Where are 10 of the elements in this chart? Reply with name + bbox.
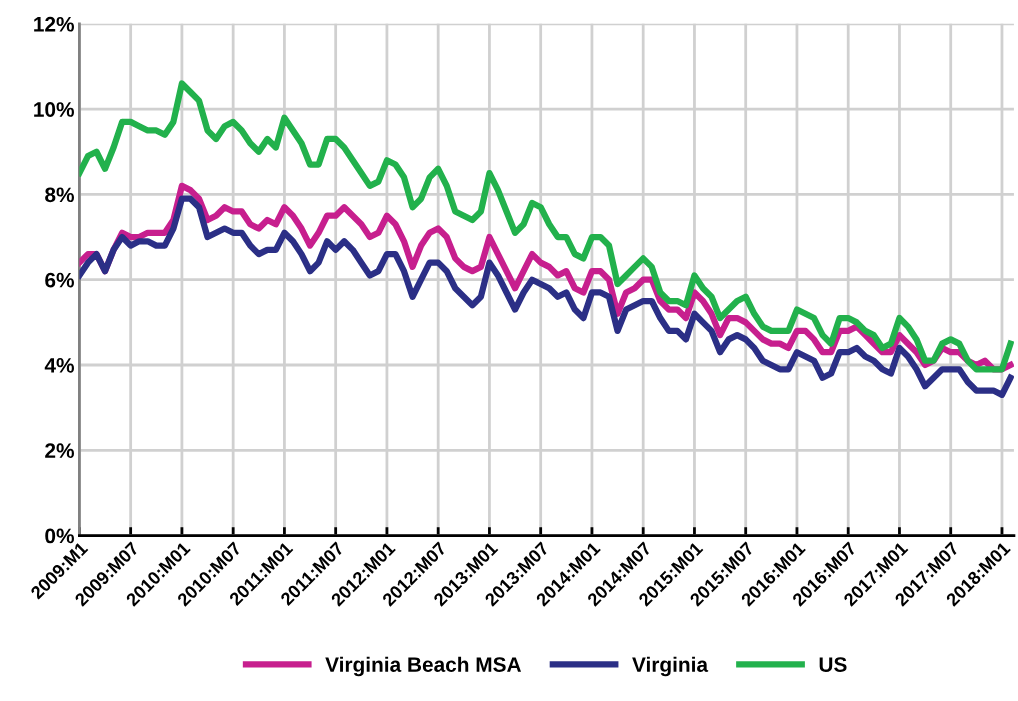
y-tick-label: 2% bbox=[45, 443, 74, 458]
y-tick-label: 6% bbox=[45, 272, 74, 288]
y-tick-label: 8% bbox=[45, 187, 74, 203]
y-tick-label: 10% bbox=[34, 102, 74, 117]
legend-label: Virginia Beach MSA bbox=[325, 656, 522, 677]
y-tick-label: 12% bbox=[34, 16, 74, 32]
legend-label: Virginia bbox=[632, 656, 709, 677]
y-tick-label: 4% bbox=[44, 358, 74, 373]
legend-label: US bbox=[819, 657, 847, 672]
y-tick-label: 0% bbox=[45, 528, 74, 544]
